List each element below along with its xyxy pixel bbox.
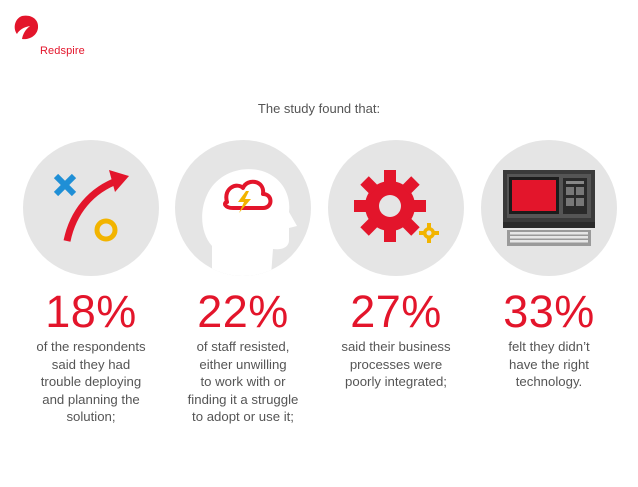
stat-circle-3 [328,140,464,276]
stat-4: 33% felt they didn’t have the right tech… [469,286,629,391]
redspire-mark-icon [14,15,39,40]
intro-text: The study found that: [257,101,381,116]
stat-value: 33% [503,286,595,337]
stat-value: 22% [197,286,289,337]
brand-logo[interactable]: Redspire [10,12,90,57]
stat-description: of staff resisted, either unwilling to w… [187,339,299,424]
stat-circle-4 [481,140,617,276]
stat-value: 18% [45,286,137,337]
stat-2: 22% of staff resisted, either unwilling … [163,286,323,426]
brand-name: Redspire [40,45,85,57]
stat-3: 27% said their business processes were p… [316,286,476,391]
stat-circle-1 [23,140,159,276]
stat-description: said their business processes were poorl… [341,339,451,389]
strategy-icon [53,170,129,242]
stat-value: 27% [350,286,442,337]
stat-description: of the respondents said they had trouble… [36,339,146,424]
stat-circle-2 [175,140,311,276]
stat-1: 18% of the respondents said they had tro… [11,286,171,426]
gears-icon [354,170,439,243]
head-storm-icon [202,169,297,276]
old-computer-icon [503,170,595,246]
stat-description: felt they didn’t have the right technolo… [508,339,590,389]
